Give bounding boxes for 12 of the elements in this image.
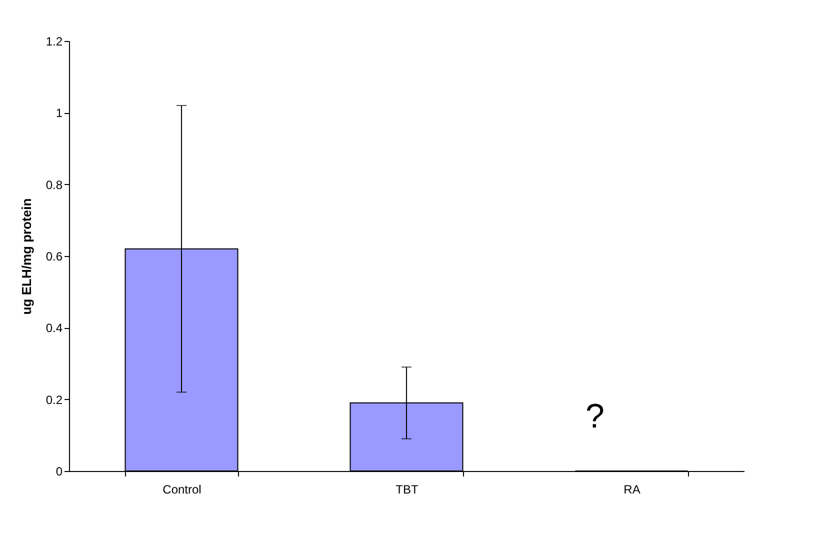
y-tick-label: 0.2 bbox=[46, 392, 63, 407]
y-tick-label: 0.4 bbox=[46, 321, 63, 336]
y-tick-label: 1.2 bbox=[46, 34, 63, 48]
y-axis-title: ug ELH/mg protein bbox=[18, 198, 34, 315]
annotation: ? bbox=[585, 397, 604, 436]
y-tick-label: 0.6 bbox=[46, 250, 63, 264]
y-tick-label: 0.8 bbox=[46, 178, 63, 192]
x-tick-label: TBT bbox=[396, 482, 419, 496]
x-tick-label: RA bbox=[624, 482, 640, 496]
y-tick-label: 1 bbox=[56, 106, 63, 120]
y-tick-label: 0 bbox=[56, 464, 63, 478]
x-tick-label: Control bbox=[162, 482, 202, 496]
